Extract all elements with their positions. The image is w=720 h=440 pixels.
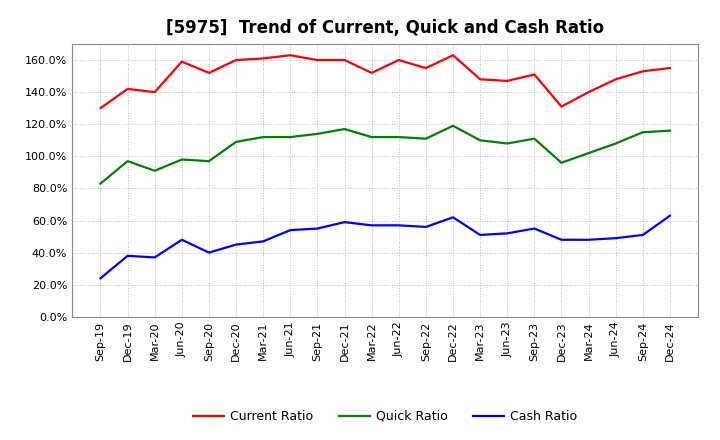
Current Ratio bbox=[530, 72, 539, 77]
Cash Ratio bbox=[530, 226, 539, 231]
Quick Ratio bbox=[611, 141, 620, 146]
Current Ratio bbox=[557, 104, 566, 109]
Quick Ratio bbox=[232, 139, 240, 144]
Current Ratio bbox=[367, 70, 376, 76]
Current Ratio bbox=[449, 53, 457, 58]
Current Ratio bbox=[421, 66, 430, 71]
Cash Ratio bbox=[611, 235, 620, 241]
Current Ratio bbox=[123, 86, 132, 92]
Cash Ratio bbox=[204, 250, 213, 255]
Current Ratio bbox=[204, 70, 213, 76]
Current Ratio bbox=[639, 69, 647, 74]
Cash Ratio bbox=[232, 242, 240, 247]
Quick Ratio bbox=[341, 126, 349, 132]
Quick Ratio bbox=[313, 131, 322, 136]
Current Ratio bbox=[611, 77, 620, 82]
Cash Ratio bbox=[503, 231, 511, 236]
Line: Current Ratio: Current Ratio bbox=[101, 55, 670, 108]
Cash Ratio bbox=[286, 227, 294, 233]
Quick Ratio bbox=[503, 141, 511, 146]
Quick Ratio bbox=[204, 158, 213, 164]
Current Ratio bbox=[476, 77, 485, 82]
Cash Ratio bbox=[123, 253, 132, 258]
Cash Ratio bbox=[259, 239, 268, 244]
Quick Ratio bbox=[96, 181, 105, 186]
Cash Ratio bbox=[395, 223, 403, 228]
Cash Ratio bbox=[449, 215, 457, 220]
Quick Ratio bbox=[476, 138, 485, 143]
Current Ratio bbox=[232, 57, 240, 62]
Current Ratio bbox=[259, 56, 268, 61]
Title: [5975]  Trend of Current, Quick and Cash Ratio: [5975] Trend of Current, Quick and Cash … bbox=[166, 19, 604, 37]
Quick Ratio bbox=[286, 135, 294, 140]
Cash Ratio bbox=[341, 220, 349, 225]
Quick Ratio bbox=[367, 135, 376, 140]
Current Ratio bbox=[584, 89, 593, 95]
Cash Ratio bbox=[639, 232, 647, 238]
Cash Ratio bbox=[178, 237, 186, 242]
Quick Ratio bbox=[639, 130, 647, 135]
Current Ratio bbox=[313, 57, 322, 62]
Cash Ratio bbox=[313, 226, 322, 231]
Quick Ratio bbox=[421, 136, 430, 141]
Cash Ratio bbox=[96, 275, 105, 281]
Quick Ratio bbox=[395, 135, 403, 140]
Quick Ratio bbox=[584, 150, 593, 156]
Quick Ratio bbox=[557, 160, 566, 165]
Line: Quick Ratio: Quick Ratio bbox=[101, 126, 670, 183]
Quick Ratio bbox=[150, 168, 159, 173]
Current Ratio bbox=[395, 57, 403, 62]
Cash Ratio bbox=[584, 237, 593, 242]
Quick Ratio bbox=[449, 123, 457, 128]
Cash Ratio bbox=[665, 213, 674, 218]
Quick Ratio bbox=[178, 157, 186, 162]
Cash Ratio bbox=[367, 223, 376, 228]
Current Ratio bbox=[150, 89, 159, 95]
Current Ratio bbox=[96, 106, 105, 111]
Quick Ratio bbox=[530, 136, 539, 141]
Current Ratio bbox=[178, 59, 186, 64]
Cash Ratio bbox=[557, 237, 566, 242]
Cash Ratio bbox=[476, 232, 485, 238]
Current Ratio bbox=[341, 57, 349, 62]
Legend: Current Ratio, Quick Ratio, Cash Ratio: Current Ratio, Quick Ratio, Cash Ratio bbox=[188, 405, 582, 428]
Current Ratio bbox=[286, 53, 294, 58]
Line: Cash Ratio: Cash Ratio bbox=[101, 216, 670, 278]
Cash Ratio bbox=[421, 224, 430, 230]
Quick Ratio bbox=[259, 135, 268, 140]
Current Ratio bbox=[503, 78, 511, 84]
Quick Ratio bbox=[123, 158, 132, 164]
Cash Ratio bbox=[150, 255, 159, 260]
Quick Ratio bbox=[665, 128, 674, 133]
Current Ratio bbox=[665, 66, 674, 71]
